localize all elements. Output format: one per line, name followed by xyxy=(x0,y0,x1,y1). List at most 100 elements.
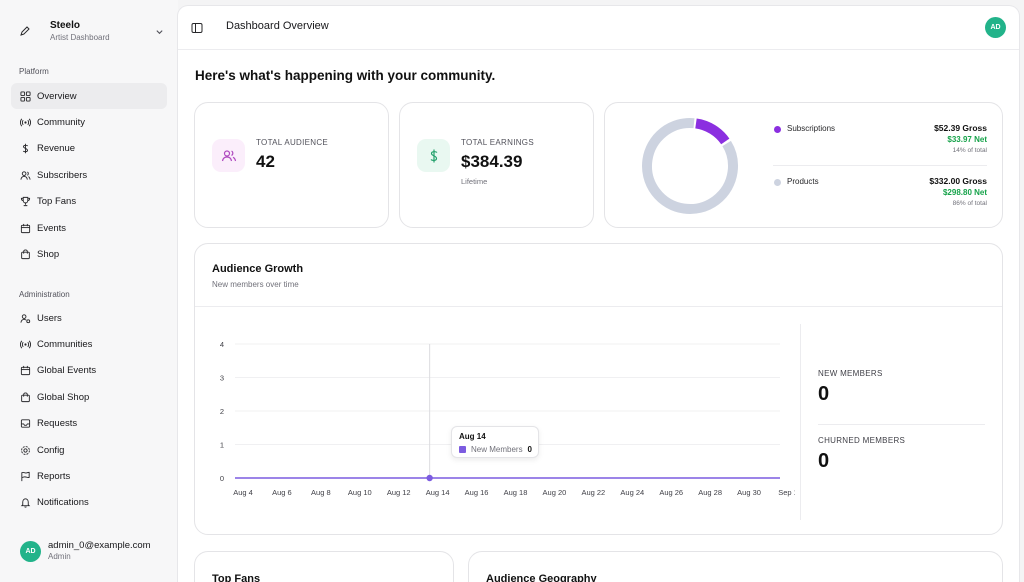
sidebar-item-notifications[interactable]: Notifications xyxy=(11,490,167,516)
x-tick-label: Aug 30 xyxy=(737,488,761,497)
sidebar-item-reports[interactable]: Reports xyxy=(11,463,167,489)
grid-icon xyxy=(20,91,31,102)
brand-switcher[interactable]: Steelo Artist Dashboard xyxy=(12,12,166,50)
x-tick-label: Aug 28 xyxy=(698,488,722,497)
x-tick-label: Aug 10 xyxy=(348,488,372,497)
subscriptions-label: Subscriptions xyxy=(787,124,836,133)
broadcast-icon xyxy=(20,118,31,127)
gear-icon xyxy=(21,445,30,455)
x-tick-label: Aug 4 xyxy=(233,488,253,497)
sidebar-item-label: Notifications xyxy=(37,497,89,509)
sidebar-item-global-shop[interactable]: Global Shop xyxy=(11,384,167,410)
y-tick-label: 4 xyxy=(220,340,224,349)
active-point[interactable] xyxy=(426,474,433,482)
sidebar-item-label: Reports xyxy=(37,471,71,483)
user-email: admin_0@example.com xyxy=(48,540,151,551)
sidebar-item-communities[interactable]: Communities xyxy=(11,331,167,357)
products-dot xyxy=(774,179,781,186)
x-tick-label: Aug 26 xyxy=(659,488,683,497)
products-net: $298.80 Net xyxy=(942,188,987,197)
sidebar-item-label: Events xyxy=(37,222,67,234)
churned-members-label: CHURNED MEMBERS xyxy=(818,436,906,445)
donut-slice-subscriptions[interactable] xyxy=(641,117,738,214)
tooltip-series-name: New Members xyxy=(471,445,523,454)
tooltip-date: Aug 14 xyxy=(459,432,486,441)
shopping-bag-icon xyxy=(21,392,30,402)
churned-members-value: 0 xyxy=(818,450,830,472)
sidebar-item-top-fans[interactable]: Top Fans xyxy=(11,189,167,215)
sidebar-item-users[interactable]: Users xyxy=(11,305,167,331)
sidebar-item-events[interactable]: Events xyxy=(11,215,167,241)
bell-icon xyxy=(20,498,31,508)
tooltip-value: 0 xyxy=(527,445,532,454)
sidebar-item-global-events[interactable]: Global Events xyxy=(11,358,167,384)
administration-nav: Users Communities Global Events Global Shop… xyxy=(11,305,167,516)
sidebar-item-label: Global Events xyxy=(37,365,97,377)
donut-slice-products[interactable] xyxy=(641,117,738,214)
legend-subscriptions: Subscriptions $52.39 Gross $33.97 Net 14… xyxy=(773,122,987,166)
inbox-icon xyxy=(20,419,31,428)
brand-name: Steelo xyxy=(50,19,81,31)
new-members-value: 0 xyxy=(818,383,830,405)
sidebar-item-label: Top Fans xyxy=(37,196,77,208)
sidebar-item-label: Users xyxy=(37,312,62,324)
x-tick-label: Aug 6 xyxy=(272,488,292,497)
x-tick-label: Aug 8 xyxy=(311,488,331,497)
top-bar: Dashboard Overview AD xyxy=(178,6,1019,50)
brand-subtitle: Artist Dashboard xyxy=(50,32,110,42)
products-gross: $332.00 Gross xyxy=(929,176,987,186)
header-avatar[interactable]: AD xyxy=(985,17,1006,38)
top-fans-title: Top Fans xyxy=(212,573,261,582)
legend-products: Products $332.00 Gross $298.80 Net 86% o… xyxy=(773,175,987,219)
y-tick-label: 1 xyxy=(220,441,224,450)
y-tick-label: 3 xyxy=(220,374,224,383)
sidebar-item-label: Global Shop xyxy=(37,391,90,403)
main-panel: Dashboard Overview AD Here's what's happ… xyxy=(178,6,1019,582)
sidebar-item-label: Shop xyxy=(37,249,60,261)
metrics-divider xyxy=(800,324,801,520)
x-tick-label: Aug 22 xyxy=(581,488,605,497)
sidebar-item-config[interactable]: Config xyxy=(11,437,167,463)
card-divider xyxy=(195,306,1002,307)
metric-separator xyxy=(818,424,985,425)
greeting-heading: Here's what's happening with your commun… xyxy=(195,68,496,83)
user-menu[interactable]: AD admin_0@example.com Admin xyxy=(20,540,151,562)
sidebar-toggle-icon[interactable] xyxy=(191,21,205,35)
total-earnings-card: TOTAL EARNINGS $384.39 Lifetime xyxy=(399,102,594,228)
x-tick-label: Aug 24 xyxy=(620,488,644,497)
sidebar-item-subscribers[interactable]: Subscribers xyxy=(11,162,167,188)
y-tick-label: 0 xyxy=(220,474,224,483)
sidebar-item-community[interactable]: Community xyxy=(11,109,167,135)
calendar-icon xyxy=(20,223,31,233)
sidebar-item-overview[interactable]: Overview xyxy=(11,83,167,110)
sidebar-item-label: Communities xyxy=(37,339,93,351)
sidebar-item-shop[interactable]: Shop xyxy=(11,241,167,267)
x-tick-label: Aug 16 xyxy=(465,488,489,497)
chart-tooltip: Aug 14 New Members 0 xyxy=(451,426,539,458)
sidebar-item-revenue[interactable]: Revenue xyxy=(11,136,167,162)
audience-geography-card: Audience Geography xyxy=(468,551,1003,582)
dollar-icon xyxy=(417,139,450,172)
pen-icon xyxy=(12,18,38,44)
legend-divider xyxy=(773,165,987,166)
x-tick-label: Sep 1 xyxy=(778,488,795,497)
audience-growth-subtitle: New members over time xyxy=(212,280,299,289)
subscriptions-share: 14% of total xyxy=(952,147,987,154)
calendar-icon xyxy=(20,366,31,376)
sidebar: Steelo Artist Dashboard Platform Overvie… xyxy=(0,0,178,582)
products-label: Products xyxy=(787,177,819,186)
sidebar-item-label: Overview xyxy=(37,90,77,102)
sidebar-item-requests[interactable]: Requests xyxy=(11,411,167,437)
page-title: Dashboard Overview xyxy=(226,20,329,32)
avatar: AD xyxy=(20,540,41,562)
x-tick-label: Aug 12 xyxy=(387,488,411,497)
sidebar-item-label: Config xyxy=(37,444,65,456)
revenue-breakdown-card: Subscriptions $52.39 Gross $33.97 Net 14… xyxy=(604,102,1003,228)
administration-group-label: Administration xyxy=(19,290,70,299)
platform-nav: Overview Community Revenue Subscribers Top F… xyxy=(11,83,167,268)
y-tick-label: 2 xyxy=(220,407,224,416)
tooltip-swatch xyxy=(459,446,466,453)
subscriptions-gross: $52.39 Gross xyxy=(934,123,987,133)
subscriptions-net: $33.97 Net xyxy=(947,135,987,144)
